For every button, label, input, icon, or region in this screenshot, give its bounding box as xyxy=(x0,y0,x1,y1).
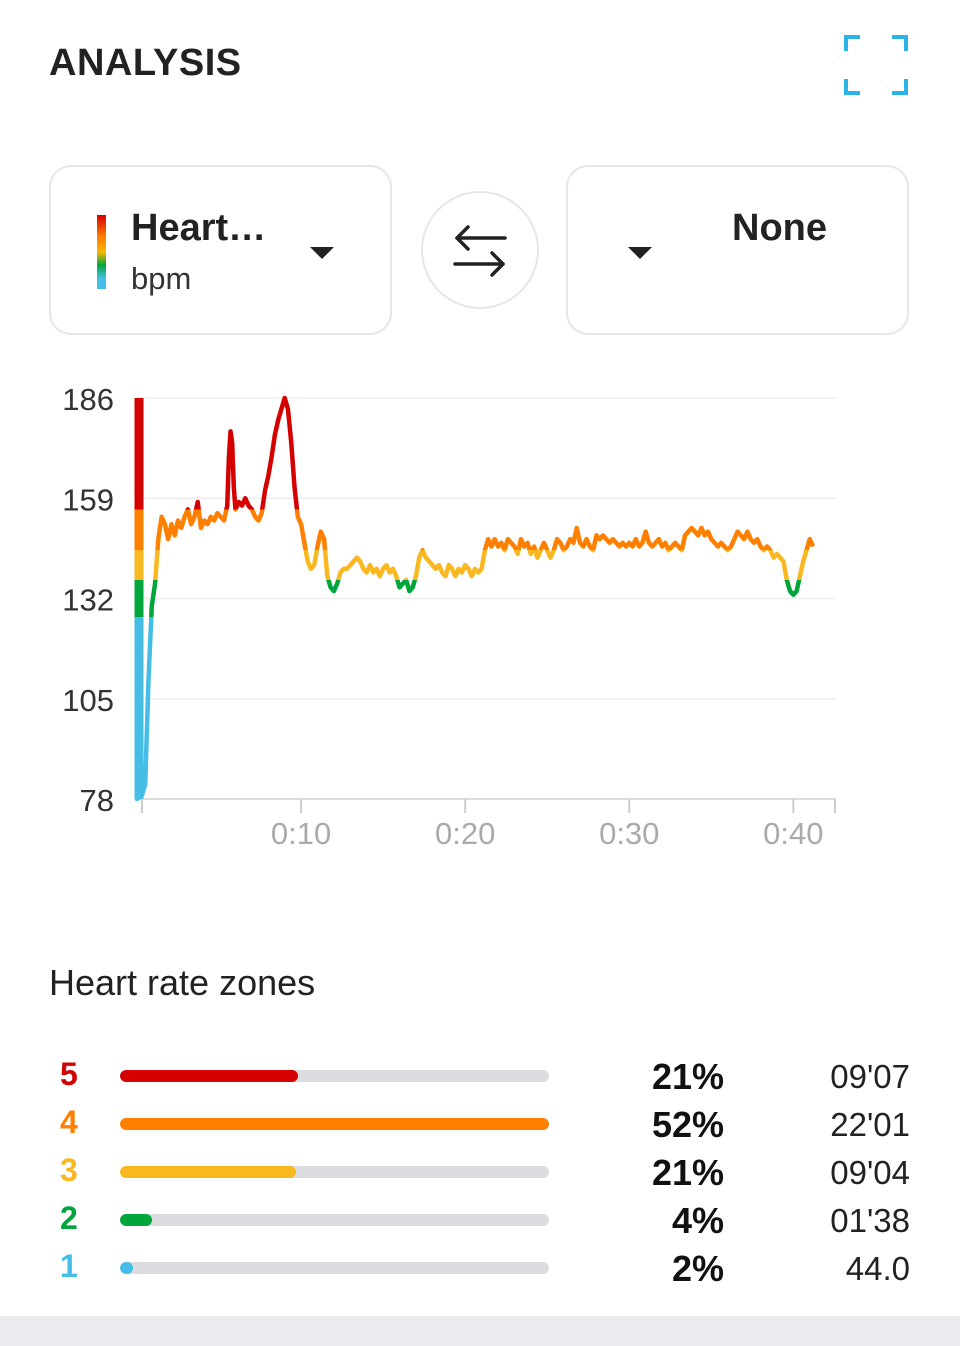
zone-row-5: 5 21% 09'07 xyxy=(0,1056,960,1097)
zone-duration: 44.0 xyxy=(845,1250,910,1287)
x-tick-label: 0:40 xyxy=(763,816,823,851)
primary-metric-label: Heart… xyxy=(131,207,267,249)
y-tick-label: 132 xyxy=(62,583,114,618)
zone-bar-fill xyxy=(120,1118,549,1130)
zone-bar-fill xyxy=(120,1262,133,1274)
zone-number: 2 xyxy=(60,1200,78,1236)
zone-bar-track xyxy=(120,1214,549,1226)
zone-duration: 01'38 xyxy=(830,1202,910,1239)
y-tick-label: 159 xyxy=(62,482,114,517)
y-tick-label: 78 xyxy=(80,783,114,818)
zone-number: 1 xyxy=(60,1248,78,1284)
zone-bar-fill xyxy=(120,1166,296,1178)
chevron-down-icon xyxy=(310,247,334,259)
primary-metric-unit: bpm xyxy=(131,261,192,296)
zone-percent: 2% xyxy=(671,1248,724,1289)
bottom-divider xyxy=(0,1316,960,1346)
zone-bar-fill xyxy=(120,1070,299,1082)
zone-number: 4 xyxy=(60,1104,78,1140)
fullscreen-corners-icon xyxy=(844,35,908,95)
secondary-metric-selector[interactable]: None xyxy=(566,165,909,335)
y-tick-label: 105 xyxy=(62,683,114,718)
zone-number: 5 xyxy=(60,1056,78,1092)
zone-bar-track xyxy=(120,1262,549,1274)
zone-duration: 09'07 xyxy=(830,1058,910,1095)
zone-row-1: 1 2% 44.0 xyxy=(0,1248,960,1289)
swap-metrics-button[interactable] xyxy=(421,191,539,309)
x-tick-label: 0:20 xyxy=(435,816,495,851)
zone-percent: 52% xyxy=(651,1104,724,1145)
zone-percent: 21% xyxy=(651,1152,724,1193)
chevron-down-icon xyxy=(628,247,652,259)
zone-bar-fill xyxy=(120,1214,153,1226)
zone-row-2: 2 4% 01'38 xyxy=(0,1200,960,1241)
zone-duration: 09'04 xyxy=(830,1154,910,1191)
zone-gradient-icon xyxy=(97,215,106,289)
page-title: ANALYSIS xyxy=(49,42,242,84)
expand-button[interactable] xyxy=(842,33,910,97)
y-tick-label: 186 xyxy=(62,382,114,417)
zones-title: Heart rate zones xyxy=(49,962,316,1003)
zone-percent: 4% xyxy=(671,1200,724,1241)
x-tick-label: 0:30 xyxy=(599,816,659,851)
zone-number: 3 xyxy=(60,1152,78,1188)
zone-percent: 21% xyxy=(651,1056,724,1097)
heart-rate-line xyxy=(134,395,816,802)
swap-arrows-icon xyxy=(453,225,507,277)
heart-rate-chart[interactable]: 186 159 132 105 78 0:10 0:20 0:30 0:40 xyxy=(0,370,960,870)
zone-bar-track xyxy=(120,1166,549,1178)
zone-bar-track xyxy=(120,1070,549,1082)
secondary-metric-label: None xyxy=(732,207,827,249)
zone-row-3: 3 21% 09'04 xyxy=(0,1152,960,1193)
zone-duration: 22'01 xyxy=(830,1106,910,1143)
zone-bar-track xyxy=(120,1118,549,1130)
x-tick-label: 0:10 xyxy=(271,816,331,851)
primary-metric-selector[interactable]: Heart… bpm xyxy=(49,165,392,335)
zone-row-4: 4 52% 22'01 xyxy=(0,1104,960,1145)
